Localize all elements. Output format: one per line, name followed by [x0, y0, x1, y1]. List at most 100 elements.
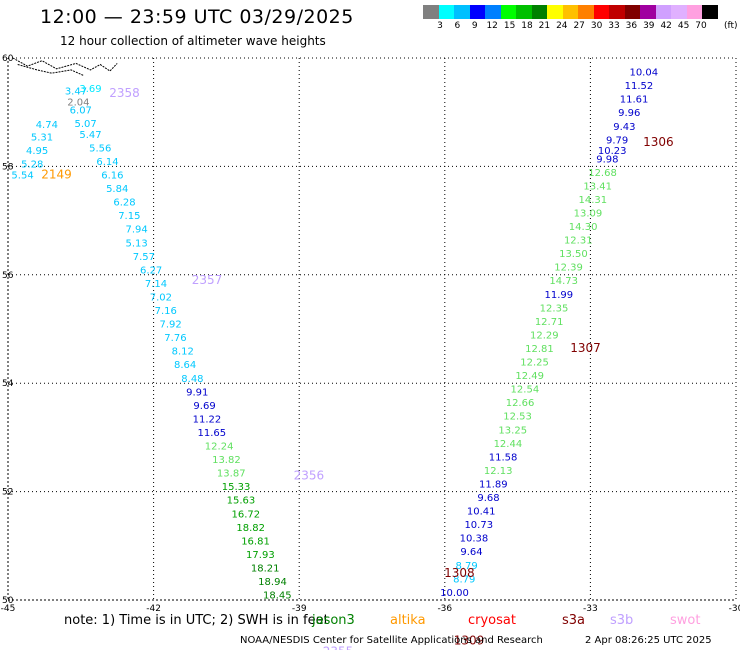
swh-value-label: 12.24	[205, 442, 234, 453]
legend-label: 70	[695, 21, 707, 31]
swh-value-label: 12.35	[540, 303, 569, 314]
legend-label: 21	[538, 21, 551, 31]
swh-value-label: 9.91	[186, 387, 208, 398]
legend-swatch	[423, 5, 439, 19]
coastline-segment	[12, 57, 118, 72]
swh-value-label: 16.81	[241, 536, 270, 547]
swh-value-label: 11.58	[489, 452, 518, 463]
swh-value-label: 11.65	[198, 428, 227, 439]
swh-value-label: 12.49	[515, 371, 544, 382]
swh-value-label: 13.09	[574, 208, 603, 219]
swh-value-label: 12.31	[564, 236, 593, 247]
swh-value-label: 9.79	[606, 135, 628, 146]
pass-time-label: 1308	[444, 566, 475, 580]
swh-value-label: 5.28	[21, 160, 43, 171]
swh-value-label: 11.89	[479, 479, 508, 490]
swh-value-label: 5.54	[11, 171, 33, 182]
axis-tick-labels: -45 -42 -39 -36 -33 -30 60 58 56 54 52 50	[1, 54, 740, 614]
legend-label: 42	[660, 21, 672, 31]
swh-value-label: 8.79	[456, 561, 478, 572]
legend-swatch	[640, 5, 656, 19]
swh-value-label: 8.64	[174, 360, 196, 371]
swh-value-label: 12.71	[535, 317, 564, 328]
swh-value-label: 12.53	[503, 412, 532, 423]
satellite-legend-item: cryosat	[468, 613, 516, 628]
swh-value-label: 6.28	[113, 198, 135, 209]
swh-value-label: 7.16	[155, 306, 177, 317]
lon-tick-label: -36	[437, 604, 452, 614]
swh-value-label: 7.94	[125, 225, 147, 236]
legend-swatch	[624, 5, 640, 19]
legend-label: 45	[677, 21, 690, 31]
swh-value-label: 10.41	[467, 507, 496, 518]
swh-value-label: 7.14	[145, 279, 167, 290]
satellite-tracks: 3.473.69 2.046.07 4.74 5.07 5.31 5.47 4.95 5.56…	[11, 68, 658, 602]
legend-swatch	[469, 5, 485, 19]
legend-label: 9	[471, 21, 478, 31]
swh-value-label: 14.31	[579, 195, 608, 206]
swh-value-label: 14.30	[569, 222, 598, 233]
swh-value-label: 3.47	[65, 87, 87, 98]
lat-tick-label: 50	[2, 596, 14, 606]
lon-tick-label: -33	[583, 604, 598, 614]
swh-value-label: 9.64	[460, 547, 482, 558]
swh-value-label: 18.94	[258, 577, 287, 588]
swh-value-label: 6.27	[140, 265, 162, 276]
swh-value-label: 14.73	[549, 276, 578, 287]
legend-label: 27	[573, 21, 585, 31]
swh-value-label: 5.47	[79, 130, 101, 141]
legend-swatch	[531, 5, 547, 19]
legend-swatch	[562, 5, 578, 19]
legend-label: 24	[556, 21, 568, 31]
swh-value-label: 5.07	[75, 119, 97, 130]
legend-swatch	[609, 5, 625, 19]
legend-label: 33	[608, 21, 620, 31]
pass-time-label: 1306	[643, 135, 674, 149]
coastline-segment	[17, 64, 84, 76]
legend-swatch	[593, 5, 609, 19]
swh-value-label: 9.68	[477, 493, 499, 504]
satellite-legend-item: s3a	[562, 613, 586, 628]
legend-swatch	[702, 5, 718, 19]
legend-swatch	[578, 5, 594, 19]
legend-label: 6	[454, 21, 461, 31]
swh-value-label: 7.57	[133, 252, 155, 263]
footnote: note: 1) Time is in UTC; 2) SWH is in fe…	[64, 613, 329, 628]
swh-value-label: 12.44	[494, 439, 523, 450]
swh-value-label: 9.69	[193, 401, 215, 412]
swh-value-label: 13.41	[583, 181, 612, 192]
swh-value-label: 12.66	[506, 398, 535, 409]
legend-label: 30	[590, 21, 603, 31]
swh-value-label: 13.50	[559, 249, 588, 260]
swh-value-label: 11.99	[545, 290, 574, 301]
legend-swatch	[454, 5, 470, 19]
swh-value-label: 16.72	[231, 509, 260, 520]
swh-value-label: 10.04	[629, 68, 658, 79]
swh-value-label: 12.54	[511, 385, 540, 396]
swh-value-label: 11.22	[193, 414, 222, 425]
coastline	[12, 57, 118, 76]
color-legend	[423, 5, 718, 19]
swh-value-label: 5.13	[125, 238, 147, 249]
swh-value-label: 5.56	[89, 143, 111, 154]
swh-value-label: 15.33	[222, 482, 251, 493]
swh-value-label: 10.38	[460, 534, 489, 545]
swh-value-label: 9.43	[613, 122, 635, 133]
swh-value-label: 6.14	[96, 157, 118, 168]
swh-value-label: 8.12	[172, 347, 194, 358]
swh-value-label: 7.76	[164, 333, 186, 344]
swh-value-label: 7.02	[150, 292, 172, 303]
pass-time-labels: 2358 2149 2357 2356 2355 1306 1307 1308 1309	[41, 86, 673, 650]
swh-value-label: 4.74	[36, 120, 58, 131]
legend-label: 36	[625, 21, 638, 31]
lon-tick-label: -45	[1, 604, 16, 614]
swh-value-label: 13.82	[212, 455, 241, 466]
pass-time-label: 1307	[570, 341, 601, 355]
lat-tick-label: 54	[2, 379, 14, 389]
legend-label: 39	[643, 21, 655, 31]
credit-line: NOAA/NESDIS Center for Satellite Applica…	[240, 635, 543, 646]
map-title: 12:00 — 23:59 UTC 03/29/2025	[40, 6, 354, 28]
swh-value-label: 18.82	[236, 523, 265, 534]
lat-tick-label: 52	[2, 488, 13, 498]
swh-value-label: 12.29	[530, 330, 559, 341]
